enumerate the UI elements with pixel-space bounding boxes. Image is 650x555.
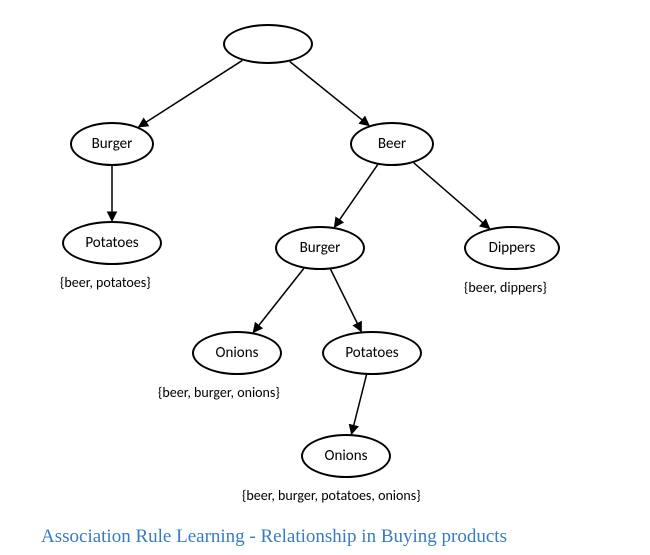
setlabel-s2: {beer, dippers} bbox=[464, 279, 547, 296]
node-label: Potatoes bbox=[85, 234, 138, 252]
node-label: Dippers bbox=[489, 239, 536, 257]
node-onions1: Onions bbox=[192, 331, 282, 375]
edge bbox=[334, 165, 377, 227]
edge bbox=[331, 269, 362, 331]
node-beer: Beer bbox=[350, 122, 434, 166]
caption: Association Rule Learning - Relationship… bbox=[41, 526, 507, 548]
node-label: Burger bbox=[92, 135, 133, 153]
setlabel-s3: {beer, burger, onions} bbox=[158, 384, 280, 401]
edge bbox=[139, 60, 243, 127]
node-label: Onions bbox=[325, 447, 368, 465]
node-label: Onions bbox=[216, 344, 259, 362]
edge bbox=[414, 163, 490, 229]
node-pot2: Potatoes bbox=[322, 331, 422, 375]
node-root bbox=[223, 24, 313, 64]
node-dippers: Dippers bbox=[464, 226, 560, 270]
node-pot1: Potatoes bbox=[62, 221, 162, 265]
edge bbox=[352, 375, 367, 434]
edge bbox=[253, 269, 304, 333]
node-burger2: Burger bbox=[275, 226, 365, 270]
node-burger1: Burger bbox=[70, 122, 154, 166]
node-onions2: Onions bbox=[301, 434, 391, 478]
setlabel-s4: {beer, burger, potatoes, onions} bbox=[242, 487, 421, 504]
edge bbox=[290, 62, 369, 126]
node-label: Burger bbox=[300, 239, 341, 257]
node-label: Potatoes bbox=[345, 344, 398, 362]
node-label: Beer bbox=[378, 135, 406, 153]
setlabel-s1: {beer, potatoes} bbox=[60, 274, 151, 291]
